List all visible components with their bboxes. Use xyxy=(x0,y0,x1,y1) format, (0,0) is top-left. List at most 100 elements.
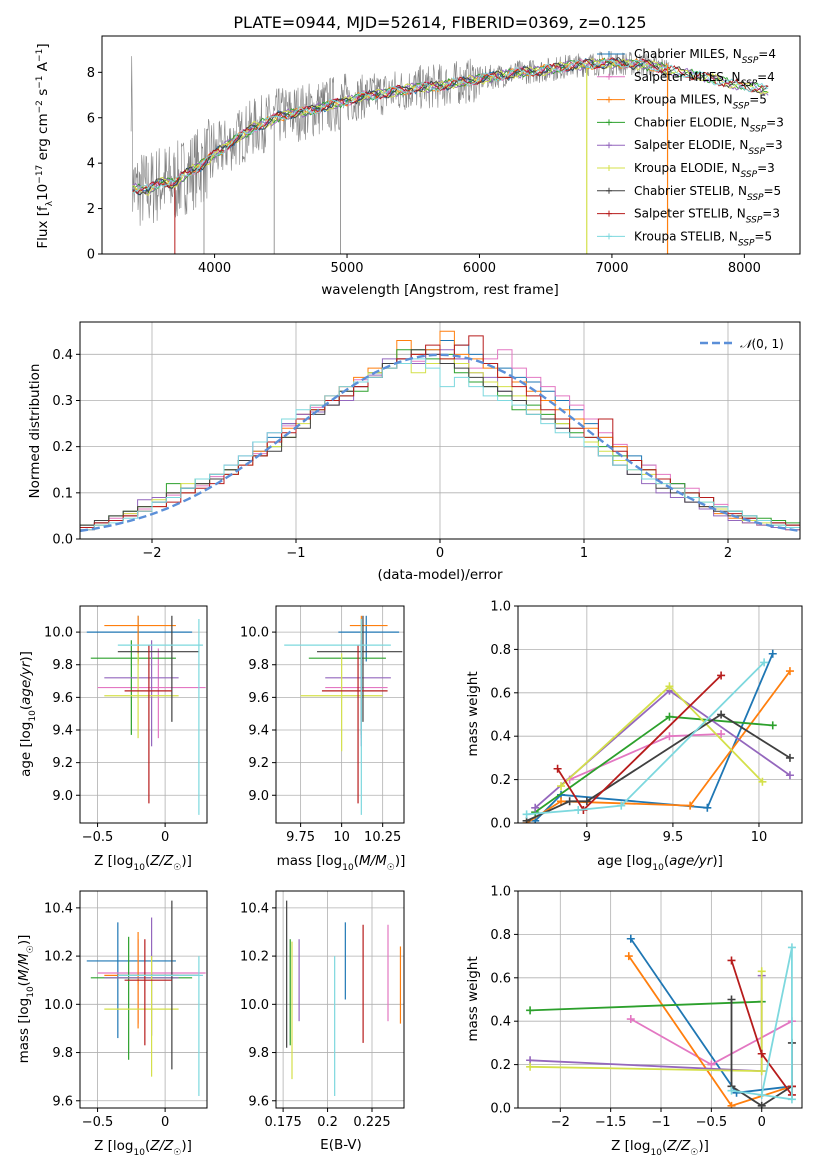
x-tick-label: 2 xyxy=(724,546,732,561)
legend-entry: 𝒩(0, 1) xyxy=(740,337,784,351)
y-tick-label: 9.8 xyxy=(248,658,269,673)
x-axis-label: (data-model)/error xyxy=(377,567,503,583)
x-tick-label: 10.25 xyxy=(364,830,401,845)
y-axis-label: Flux [fλ10−17 erg cm−2 s−1 A−1] xyxy=(35,43,55,248)
legend-marker xyxy=(606,165,612,171)
x-tick-label: 0 xyxy=(758,1115,766,1130)
y-tick-label: 9.4 xyxy=(52,724,73,739)
x-axis-label: Z [log10(Z/Z☉)] xyxy=(94,1138,192,1158)
weight-point xyxy=(707,1060,716,1069)
data-spectrum-line xyxy=(130,51,670,226)
model-spectrum-line xyxy=(132,59,769,194)
axes-frame xyxy=(517,890,803,1109)
y-tick-label: 0.2 xyxy=(52,440,73,455)
spectrum-legend: Chabrier MILES, NSSP=4 Salpeter MILES, NS… xyxy=(597,47,784,248)
y-tick-label: 6 xyxy=(87,111,95,126)
y-tick-label: 9.2 xyxy=(248,756,269,771)
y-tick-label: 0.3 xyxy=(52,394,73,409)
weight-line xyxy=(534,689,791,809)
axes-frame xyxy=(79,605,208,824)
weight_vs_age-marks xyxy=(522,649,794,823)
legend-marker xyxy=(606,73,612,80)
legend-entry: Salpeter STELIB, NSSP=3 xyxy=(634,207,780,226)
legend-marker xyxy=(606,51,612,57)
y-tick-label: 10.4 xyxy=(44,901,73,916)
legend-marker xyxy=(606,142,612,149)
legend-marker xyxy=(606,187,612,194)
y-tick-label: 9.0 xyxy=(52,789,73,804)
weight-point xyxy=(757,1067,766,1076)
y-tick-label: 10.0 xyxy=(44,626,73,641)
y-tick-label: 1.0 xyxy=(490,885,511,900)
weight-point xyxy=(557,797,566,806)
x-axis-label: mass [log10(M/M☉)] xyxy=(277,853,406,873)
x-tick-label: 4000 xyxy=(198,261,231,276)
y-tick-label: 0.0 xyxy=(490,1102,511,1117)
residuals-marks xyxy=(80,330,800,539)
weight-point xyxy=(626,934,635,943)
y-tick-label: 9.8 xyxy=(248,1046,269,1061)
weight_vs_Z-marks xyxy=(526,934,796,1108)
x-tick-label: −1.5 xyxy=(595,1115,627,1130)
y-tick-label: 9.8 xyxy=(52,1046,73,1061)
y-tick-label: 9.8 xyxy=(52,658,73,673)
y-tick-label: 9.0 xyxy=(248,789,269,804)
y-tick-label: 0.8 xyxy=(490,643,511,658)
x-tick-label: −1 xyxy=(286,546,305,561)
weight-point xyxy=(785,771,794,780)
age_vs_mass-marks xyxy=(284,615,403,815)
y-tick-label: 0.4 xyxy=(490,1015,511,1030)
weight-point xyxy=(757,1049,766,1058)
y-tick-label: 0.6 xyxy=(490,971,511,986)
x-tick-label: 9.5 xyxy=(663,830,684,845)
y-tick-label: 0.0 xyxy=(52,533,73,548)
x-tick-label: 9 xyxy=(583,830,591,845)
y-tick-label: 10.0 xyxy=(240,626,269,641)
y-tick-label: 0.2 xyxy=(490,773,511,788)
weight-point xyxy=(526,1062,535,1071)
y-tick-label: 0.4 xyxy=(490,730,511,745)
legend-entry: Salpeter MILES, NSSP=4 xyxy=(634,70,775,89)
x-tick-label: −2 xyxy=(142,546,161,561)
x-tick-label: 10 xyxy=(333,830,350,845)
weight-point xyxy=(665,732,674,741)
x-axis-label: E(B-V) xyxy=(320,1137,362,1153)
weight-point xyxy=(768,649,777,658)
age_vs_mass-panel: 9.75 10 10.25 9.0 9.2 9.4 9.6 9.8 10.0 mass [log1… xyxy=(240,605,406,873)
model-spectrum-line xyxy=(132,57,669,194)
x-tick-label: 0 xyxy=(161,830,169,845)
x-tick-label: 0.225 xyxy=(353,1115,390,1130)
weight-point xyxy=(686,801,695,810)
x-tick-label: 9.75 xyxy=(286,830,315,845)
legend-marker xyxy=(606,119,612,126)
y-tick-label: 10.2 xyxy=(44,950,73,965)
y-tick-label: 0.0 xyxy=(490,817,511,832)
x-axis-label: Z [log10(Z/Z☉)] xyxy=(611,1138,709,1158)
legend-marker xyxy=(606,96,612,103)
x-axis-label: Z [log10(Z/Z☉)] xyxy=(94,853,192,873)
y-tick-label: 2 xyxy=(87,202,95,217)
y-tick-label: 0 xyxy=(87,248,95,263)
x-tick-label: 10 xyxy=(751,830,768,845)
histogram-kroupa-stelib xyxy=(80,358,800,539)
y-axis-label: age [log10(age/yr)] xyxy=(18,651,38,777)
y-tick-label: 8 xyxy=(87,66,95,81)
legend-entry: Chabrier STELIB, NSSP=5 xyxy=(634,184,781,203)
y-tick-label: 1.0 xyxy=(490,600,511,615)
weight-point xyxy=(727,995,736,1004)
weight-point xyxy=(553,764,562,773)
weight-point xyxy=(531,803,540,812)
y-tick-label: 9.6 xyxy=(52,691,73,706)
y-tick-label: 10.4 xyxy=(240,901,269,916)
weight-line xyxy=(534,653,774,822)
y-tick-label: 0.8 xyxy=(490,928,511,943)
age_vs_Z-panel: −0.5 0 9.0 9.2 9.4 9.6 9.8 10.0 Z [log10(Z/Z☉)] a… xyxy=(18,605,208,873)
y-axis-label: mass [log10(M/M☉)] xyxy=(16,935,36,1064)
axes-frame xyxy=(275,605,405,824)
weight-point xyxy=(727,1086,736,1095)
weight-point xyxy=(787,943,796,952)
x-tick-label: 6000 xyxy=(463,261,496,276)
weight-point xyxy=(574,805,583,814)
x-axis-label: age [log10(age/yr)] xyxy=(597,853,723,873)
x-tick-label: −0.5 xyxy=(82,1115,114,1130)
